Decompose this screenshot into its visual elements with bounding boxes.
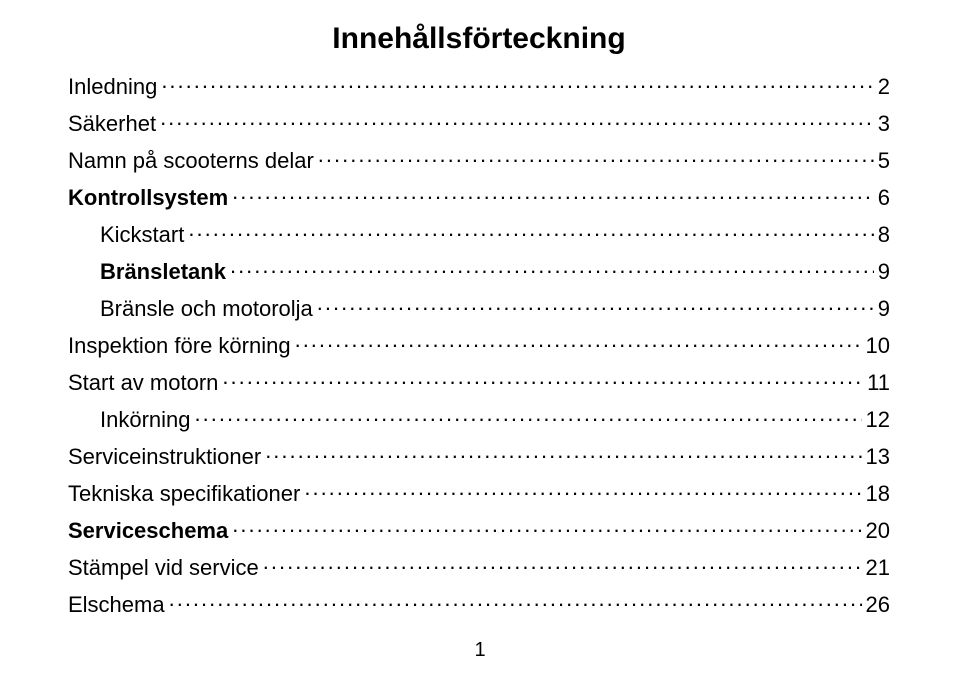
toc-leader-dots — [263, 553, 862, 575]
toc-row: Stämpel vid service 21 — [68, 553, 890, 581]
toc-row: Inkörning 12 — [68, 405, 890, 433]
toc-row: Inspektion före körning 10 — [68, 331, 890, 359]
toc-row: Inledning 2 — [68, 72, 890, 100]
toc-row: Start av motorn 11 — [68, 368, 890, 396]
toc-leader-dots — [304, 479, 861, 501]
toc-row: Namn på scooterns delar 5 — [68, 146, 890, 174]
toc-entry-page: 6 — [878, 185, 890, 211]
toc-row: Bränsle och motorolja 9 — [68, 294, 890, 322]
toc-leader-dots — [318, 146, 874, 168]
toc-entry-page: 10 — [866, 333, 890, 359]
toc-entry-label: Säkerhet — [68, 111, 156, 137]
toc-title: Innehållsförteckning — [68, 22, 890, 56]
toc-leader-dots — [188, 220, 873, 242]
toc-entry-page: 12 — [866, 407, 890, 433]
toc-entry-label: Inkörning — [68, 407, 191, 433]
toc-entry-page: 26 — [866, 592, 890, 618]
toc-entry-label: Namn på scooterns delar — [68, 148, 314, 174]
toc-entry-label: Inspektion före körning — [68, 333, 291, 359]
document-page: Innehållsförteckning Inledning 2 Säkerhet 3… — [0, 0, 960, 676]
toc-row: Bränsletank 9 — [68, 257, 890, 285]
toc-entry-label: Inledning — [68, 74, 157, 100]
toc-entry-label: Tekniska specifikationer — [68, 481, 300, 507]
toc-entry-page: 9 — [878, 259, 890, 285]
toc-entry-label: Kickstart — [68, 222, 184, 248]
toc-entry-page: 9 — [878, 296, 890, 322]
toc-entry-label: Elschema — [68, 592, 165, 618]
toc-entry-page: 5 — [878, 148, 890, 174]
toc-entry-label: Serviceinstruktioner — [68, 444, 261, 470]
toc-leader-dots — [230, 257, 874, 279]
toc-row: Tekniska specifikationer 18 — [68, 479, 890, 507]
toc-row: Kontrollsystem 6 — [68, 183, 890, 211]
toc-leader-dots — [317, 294, 874, 316]
toc-row: Kickstart 8 — [68, 220, 890, 248]
toc-entry-page: 3 — [878, 111, 890, 137]
toc-leader-dots — [232, 183, 874, 205]
toc-entry-page: 21 — [866, 555, 890, 581]
toc-entry-page: 11 — [867, 370, 890, 396]
toc-leader-dots — [295, 331, 862, 353]
toc-entry-label: Kontrollsystem — [68, 185, 228, 211]
toc-entry-label: Bränsle och motorolja — [68, 296, 313, 322]
toc-row: Elschema 26 — [68, 590, 890, 618]
toc-leader-dots — [160, 109, 874, 131]
toc-row: Serviceschema 20 — [68, 516, 890, 544]
toc-entry-page: 2 — [878, 74, 890, 100]
toc-row: Säkerhet 3 — [68, 109, 890, 137]
toc-leader-dots — [161, 72, 873, 94]
toc-leader-dots — [265, 442, 861, 464]
toc-entry-page: 8 — [878, 222, 890, 248]
toc-entry-page: 13 — [866, 444, 890, 470]
toc-entry-page: 20 — [866, 518, 890, 544]
toc-entry-label: Serviceschema — [68, 518, 228, 544]
page-number: 1 — [0, 639, 960, 662]
toc-list: Inledning 2 Säkerhet 3 Namn på scooterns del… — [68, 72, 890, 618]
toc-leader-dots — [232, 516, 861, 538]
toc-leader-dots — [195, 405, 862, 427]
toc-row: Serviceinstruktioner 13 — [68, 442, 890, 470]
toc-leader-dots — [169, 590, 862, 612]
toc-entry-label: Start av motorn — [68, 370, 218, 396]
toc-entry-label: Stämpel vid service — [68, 555, 259, 581]
toc-entry-page: 18 — [866, 481, 890, 507]
toc-leader-dots — [222, 368, 863, 390]
toc-entry-label: Bränsletank — [68, 259, 226, 285]
